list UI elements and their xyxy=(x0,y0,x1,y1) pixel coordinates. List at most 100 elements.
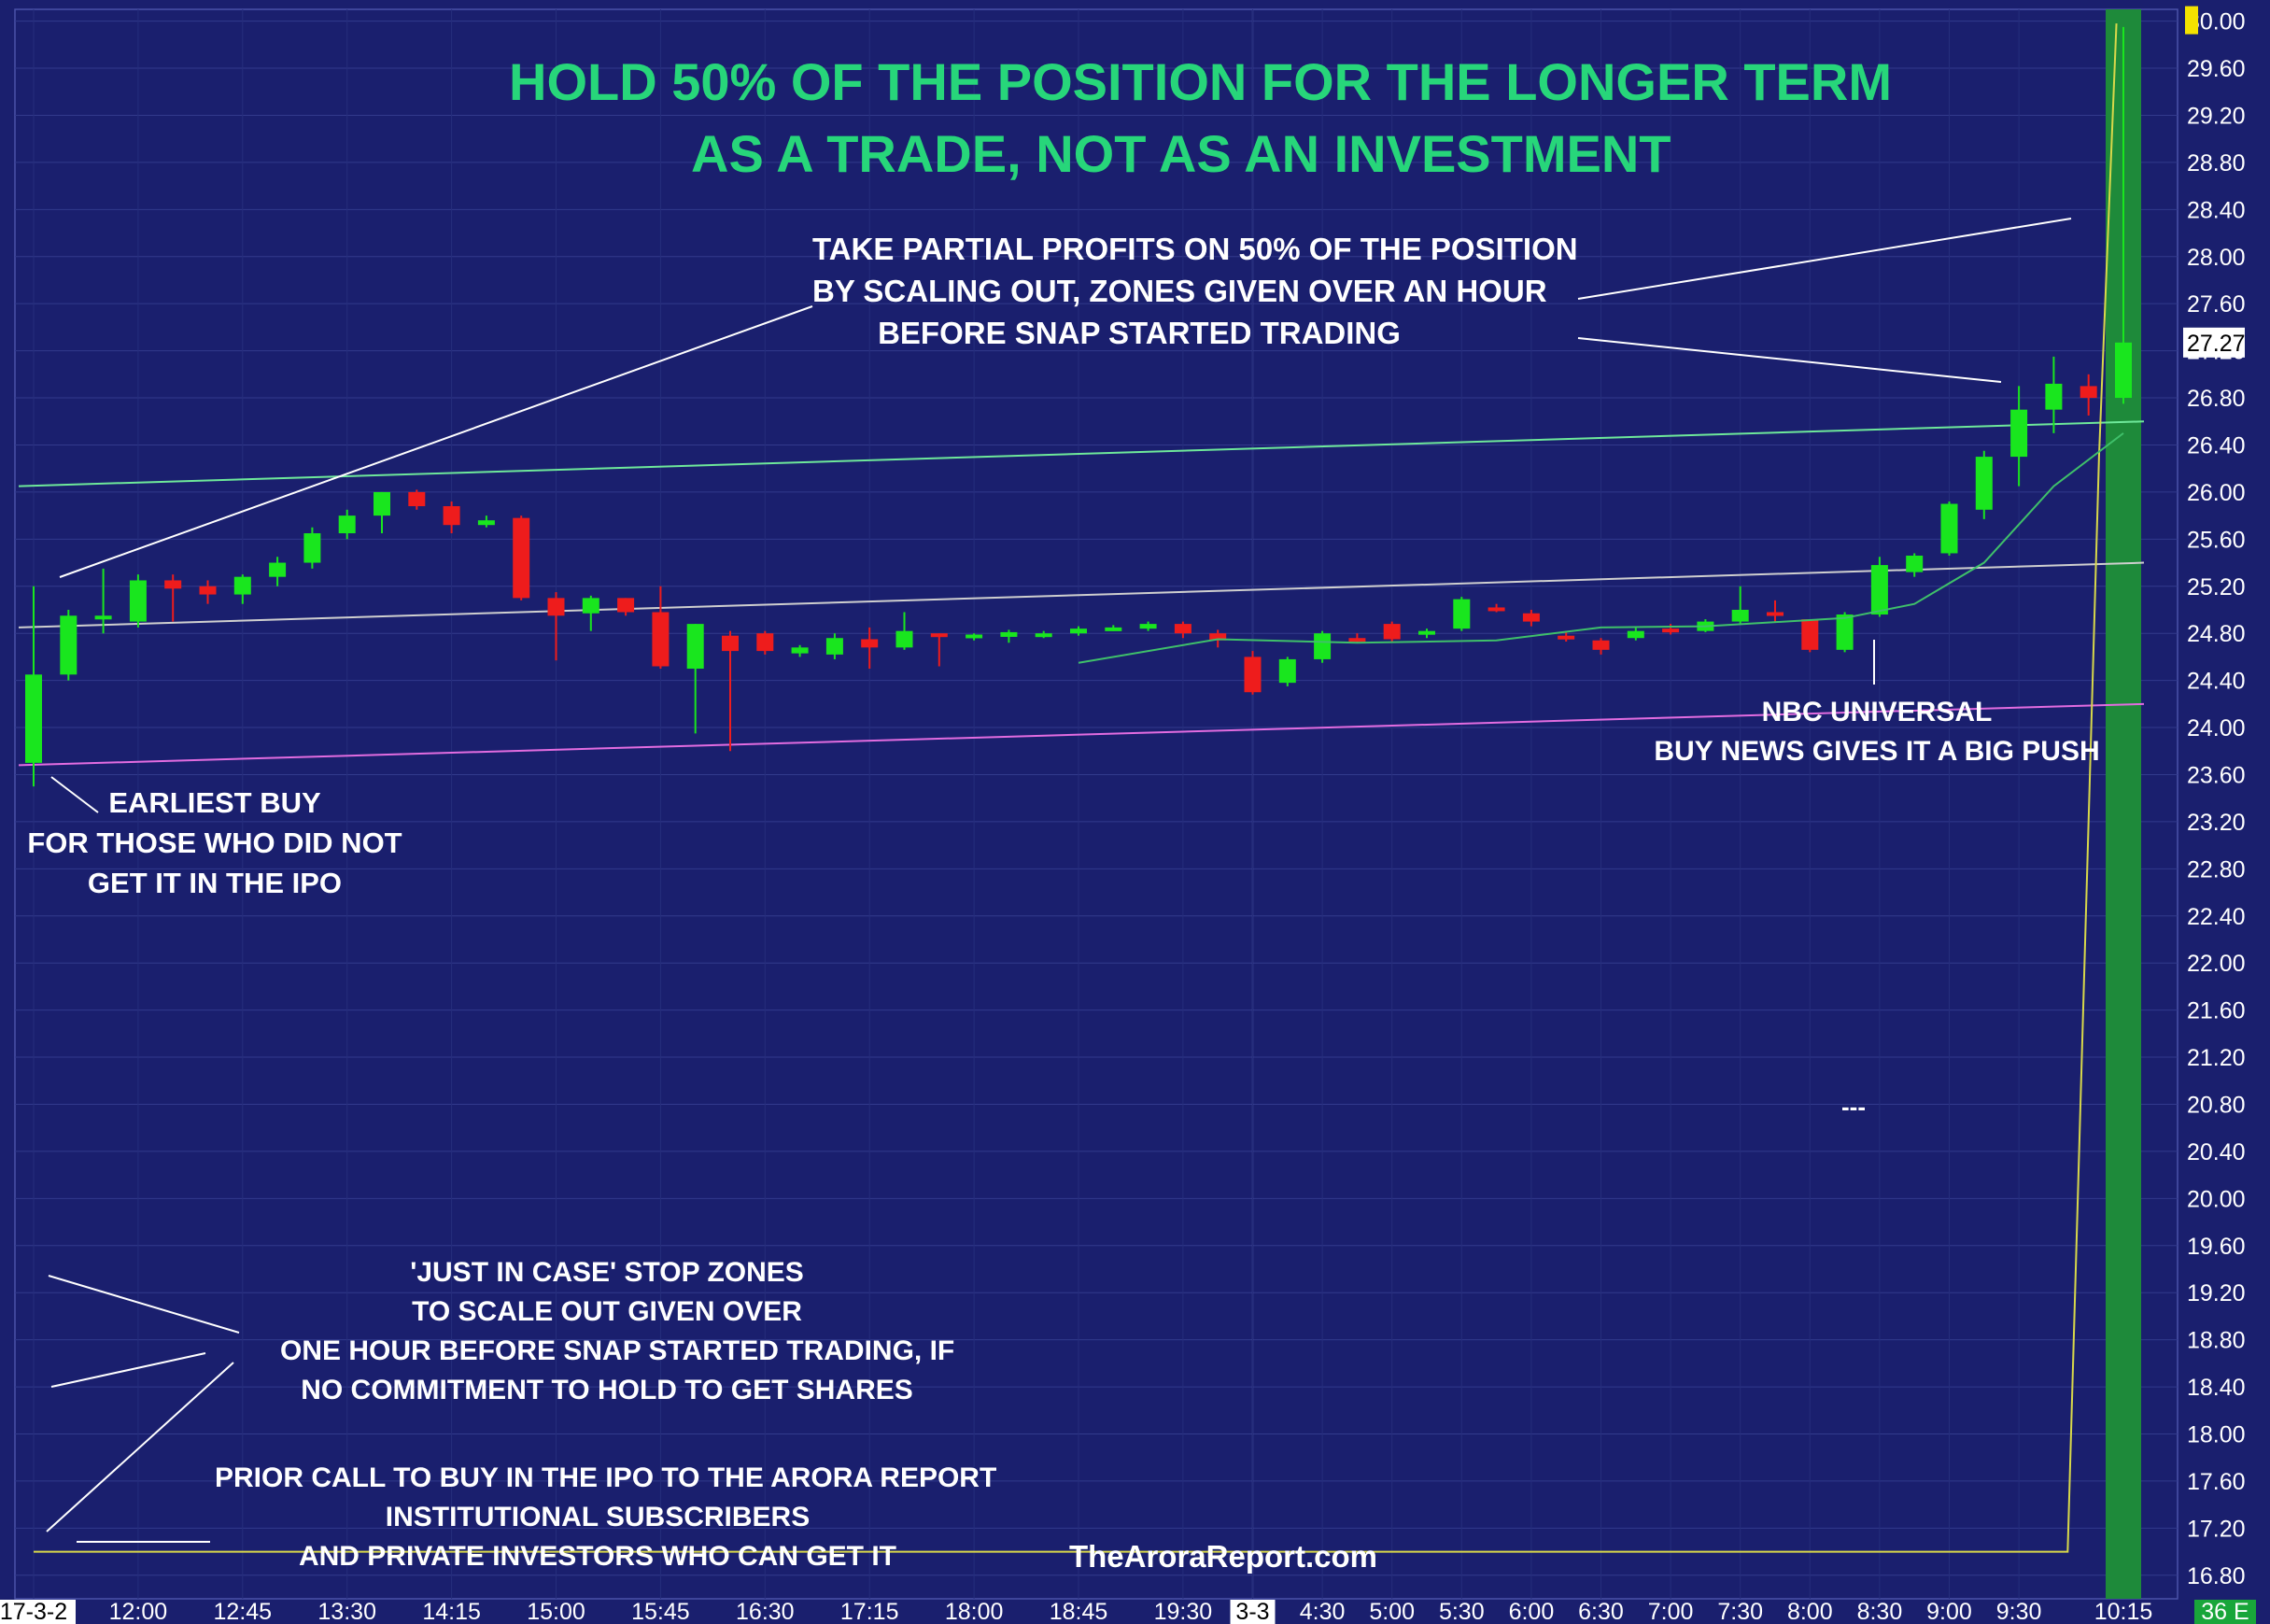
annotation-line: FOR THOSE WHO DID NOT xyxy=(27,826,402,859)
annotation-line: ONE HOUR BEFORE SNAP STARTED TRADING, IF xyxy=(280,1335,955,1366)
y-tick-label: 29.60 xyxy=(2187,56,2246,82)
annotation-line: AND PRIVATE INVESTORS WHO CAN GET IT xyxy=(298,1541,897,1572)
y-tick-label: 17.60 xyxy=(2187,1469,2246,1495)
candle-body xyxy=(1906,555,1924,572)
candle-body xyxy=(94,615,112,620)
candle-body xyxy=(1105,627,1122,631)
annotation-line: BUY NEWS GIVES IT A BIG PUSH xyxy=(1654,736,2100,767)
moving-average-line xyxy=(1078,432,2124,664)
y-tick-label: 19.60 xyxy=(2187,1234,2246,1260)
annotation-line: GET IT IN THE IPO xyxy=(87,867,343,899)
last-price-label: 27.27 xyxy=(2187,331,2246,357)
x-tick-label: 15:45 xyxy=(631,1599,690,1624)
annotation-line: 'JUST IN CASE' STOP ZONES xyxy=(410,1257,804,1288)
candle-body xyxy=(825,638,843,655)
candle-body xyxy=(408,491,426,507)
x-tick-label: 13:30 xyxy=(317,1599,376,1624)
y-tick-label: 22.40 xyxy=(2187,904,2246,930)
candle-body xyxy=(1522,613,1540,622)
candle-body xyxy=(1975,457,1993,510)
x-tick-label: 6:30 xyxy=(1578,1599,1624,1624)
x-tick-label: 8:00 xyxy=(1787,1599,1833,1624)
candle-body xyxy=(1767,612,1784,616)
annotation-line: NBC UNIVERSAL xyxy=(1761,697,1993,727)
candle-body xyxy=(129,580,147,622)
candle-body xyxy=(269,562,287,577)
pointer-line xyxy=(48,1275,240,1334)
x-tick-label: 17:15 xyxy=(840,1599,899,1624)
corner-label: 36 E xyxy=(2201,1599,2249,1624)
candle-body xyxy=(895,630,913,648)
candle-body xyxy=(617,598,635,613)
trendline xyxy=(18,561,2145,628)
annotation-line: TAKE PARTIAL PROFITS ON 50% OF THE POSIT… xyxy=(812,232,1578,266)
candle-body xyxy=(1418,630,1435,635)
pointer-line xyxy=(50,776,99,813)
annotation-earliest-buy: EARLIEST BUY FOR THOSE WHO DID NOT GET I… xyxy=(19,783,411,903)
y-tick-label: 17.20 xyxy=(2187,1516,2246,1542)
annotation-line: PRIOR CALL TO BUY IN THE IPO TO THE AROR… xyxy=(215,1462,997,1493)
y-tick-label: 24.40 xyxy=(2187,669,2246,695)
annotation-line: INSTITUTIONAL SUBSCRIBERS xyxy=(385,1502,811,1532)
candle-body xyxy=(722,635,739,652)
chart-title: HOLD 50% OF THE POSITION FOR THE LONGER … xyxy=(509,52,1892,111)
candle-body xyxy=(1731,609,1749,622)
x-tick-label: 8:30 xyxy=(1857,1599,1903,1624)
candle-body xyxy=(1278,658,1296,684)
candle-body xyxy=(756,633,774,652)
y-tick-label: 25.20 xyxy=(2187,574,2246,600)
candle-body xyxy=(1801,619,1819,650)
candles xyxy=(25,26,2132,787)
candle-body xyxy=(2080,386,2097,399)
pointer-line xyxy=(59,305,813,578)
y-tick-label: 28.40 xyxy=(2187,197,2246,223)
candle-body xyxy=(1627,630,1644,639)
grid xyxy=(14,8,2178,1600)
x-tick-label: 9:30 xyxy=(1996,1599,2042,1624)
y-tick-label: 22.00 xyxy=(2187,951,2246,977)
candle-body xyxy=(1244,657,1262,693)
y-axis: 30.0029.6029.2028.8028.4028.0027.6027.20… xyxy=(2183,6,2246,1589)
plot-frame xyxy=(14,8,2178,1600)
candle-body xyxy=(2010,409,2028,458)
y-tick-label: 29.20 xyxy=(2187,103,2246,129)
candle-body xyxy=(1592,640,1610,650)
candle-body xyxy=(791,647,809,654)
annotation-line: BEFORE SNAP STARTED TRADING xyxy=(878,316,1401,350)
y-tick-label: 24.80 xyxy=(2187,621,2246,647)
y-tick-label: 18.40 xyxy=(2187,1375,2246,1401)
candle-body xyxy=(1209,633,1227,641)
candle-body xyxy=(1662,628,1680,633)
x-tick-label: 5:00 xyxy=(1369,1599,1415,1624)
candle-body xyxy=(2045,383,2063,410)
annotation-line: TO SCALE OUT GIVEN OVER xyxy=(412,1296,802,1327)
trendline xyxy=(18,702,2145,767)
annotation-nbc: NBC UNIVERSAL BUY NEWS GIVES IT A BIG PU… xyxy=(1643,693,2110,771)
y-tick-label: 26.80 xyxy=(2187,386,2246,412)
candle-body xyxy=(233,576,251,595)
x-tick-label: 4:30 xyxy=(1300,1599,1346,1624)
y-tick-label: 21.60 xyxy=(2187,998,2246,1024)
candle-body xyxy=(547,598,565,616)
website-label: TheAroraReport.com xyxy=(1068,1539,1378,1574)
candle-body xyxy=(374,491,390,516)
candle-body xyxy=(1870,565,1888,615)
candle-body xyxy=(861,639,879,648)
x-tick-label: 7:00 xyxy=(1648,1599,1694,1624)
candle-body xyxy=(1558,635,1575,640)
candle-body xyxy=(338,515,356,534)
candle-body xyxy=(164,580,182,589)
x-tick-label: 12:00 xyxy=(109,1599,168,1624)
chart-subtitle: AS A TRADE, NOT AS AN INVESTMENT xyxy=(691,124,1671,183)
candle-body xyxy=(930,633,948,638)
candle-body xyxy=(966,634,983,639)
trendline xyxy=(18,420,2145,487)
candle-body xyxy=(1348,638,1366,643)
annotation-take-profits: TAKE PARTIAL PROFITS ON 50% OF THE POSIT… xyxy=(812,228,1578,354)
x-tick-highlight xyxy=(0,1600,76,1624)
x-tick-label: 5:30 xyxy=(1439,1599,1485,1624)
annotation-pointers xyxy=(46,218,2072,1543)
y-tick-label: 24.00 xyxy=(2187,715,2246,741)
y-tick-label: 18.80 xyxy=(2187,1328,2246,1354)
pointer-line xyxy=(46,1362,234,1532)
